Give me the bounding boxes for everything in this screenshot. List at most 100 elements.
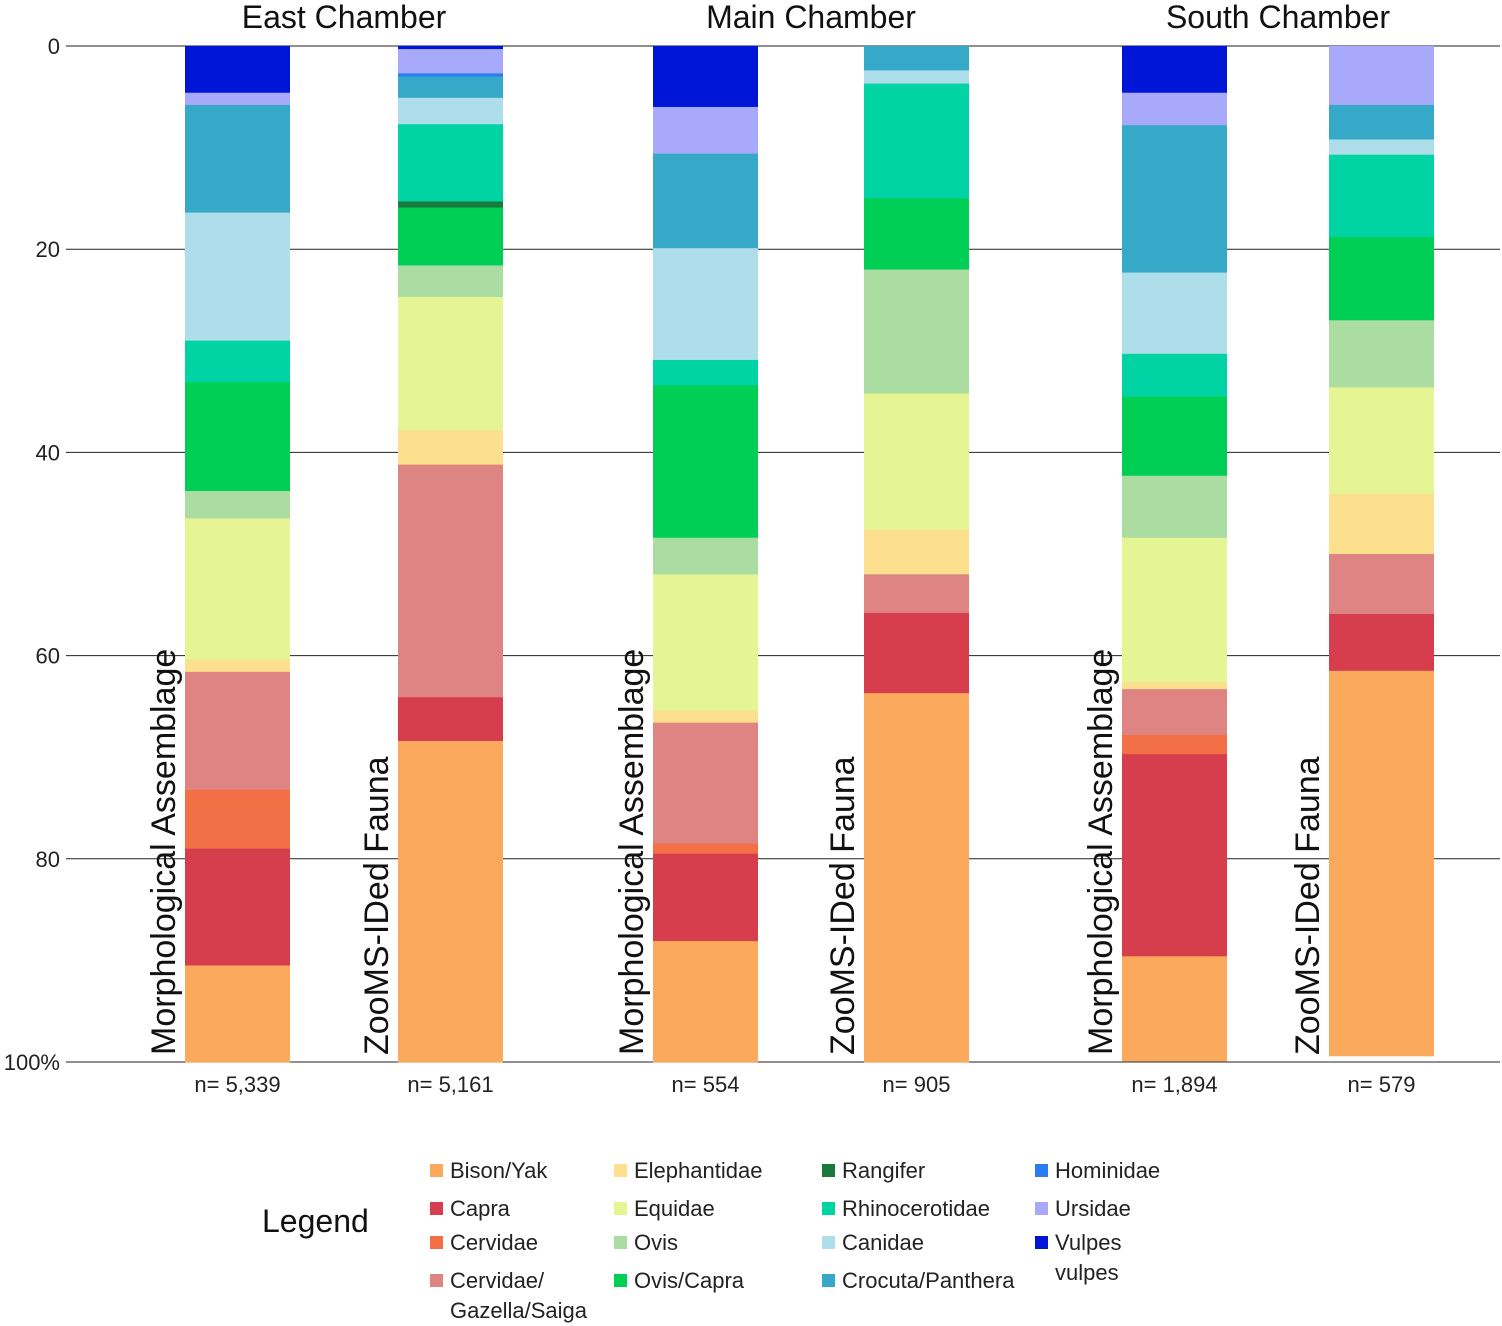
bar-segment	[1329, 237, 1434, 321]
bar-n-count: n= 1,894	[1131, 1072, 1217, 1097]
bar-segment	[185, 518, 290, 661]
bar-label: ZooMS-IDed Fauna	[358, 756, 396, 1055]
bar-segment	[398, 265, 503, 298]
bar-segment	[864, 46, 969, 71]
bar-label: Morphological Assemblage	[613, 649, 651, 1055]
bar-segment	[1122, 396, 1227, 477]
bar-segment	[653, 710, 758, 724]
legend-item: Vulpes vulpes	[1035, 1228, 1121, 1288]
legend-swatch	[430, 1164, 443, 1177]
bar-segment	[864, 693, 969, 1063]
legend-swatch	[822, 1236, 835, 1249]
legend-item: Equidae	[614, 1194, 715, 1224]
bar-segment	[1122, 956, 1227, 1062]
legend-swatch	[430, 1236, 443, 1249]
bar-segment	[653, 853, 758, 942]
y-tick-label: 100%	[4, 1050, 60, 1075]
bar-segment	[398, 73, 503, 77]
legend-item: Elephantidae	[614, 1156, 762, 1186]
legend-swatch	[430, 1202, 443, 1215]
legend-label: Rangifer	[842, 1158, 926, 1183]
legend-label: Ursidae	[1055, 1196, 1131, 1221]
legend-item: Bison/Yak	[430, 1156, 547, 1186]
y-tick-label: 20	[36, 237, 60, 262]
legend-swatch	[614, 1236, 627, 1249]
bar-n-count: n= 5,339	[194, 1072, 280, 1097]
bar-segment	[1329, 320, 1434, 388]
bar-segment	[398, 740, 503, 1063]
bar-segment	[864, 83, 969, 199]
legend-swatch	[1035, 1236, 1048, 1249]
bar-segment	[1329, 554, 1434, 615]
bar-segment	[653, 537, 758, 575]
bar-segment	[398, 76, 503, 99]
legend-label: Capra	[450, 1196, 510, 1221]
bar-segment	[185, 659, 290, 673]
bar-segment	[653, 153, 758, 249]
bar-segment	[398, 124, 503, 202]
bar-segment	[1122, 754, 1227, 957]
bar-segment	[185, 92, 290, 106]
bar-segment	[398, 49, 503, 74]
bar-segment	[1329, 154, 1434, 238]
legend-swatch	[1035, 1164, 1048, 1177]
legend-item: Ovis/Capra	[614, 1266, 744, 1296]
legend-item: Cervidae/ Gazella/Saiga	[430, 1266, 587, 1326]
bar-segment	[864, 574, 969, 614]
bar-segment	[1122, 689, 1227, 736]
bar-n-count: n= 579	[1348, 1072, 1416, 1097]
legend-swatch	[614, 1164, 627, 1177]
bar-segment	[398, 697, 503, 742]
bar-segment	[185, 104, 290, 214]
bar-segment	[185, 382, 290, 492]
bar-segment	[1329, 387, 1434, 495]
bar-segment	[398, 296, 503, 431]
bar-n-count: n= 554	[672, 1072, 740, 1097]
bar-segment	[398, 430, 503, 465]
group-title: East Chamber	[242, 0, 447, 35]
legend-swatch	[430, 1274, 443, 1287]
legend-item: Capra	[430, 1194, 510, 1224]
legend-item: Canidae	[822, 1228, 924, 1258]
bar-segment	[653, 385, 758, 539]
bar-segment	[1329, 139, 1434, 156]
bar-segment	[185, 965, 290, 1063]
group-title: South Chamber	[1166, 0, 1390, 35]
bar-segment	[864, 198, 969, 270]
bar-segment	[185, 848, 290, 966]
stacked-bar-chart: 0 20 40 60 80 100% Morphological Assemblage n= …	[4, 0, 1500, 1097]
bar-segment	[1329, 46, 1434, 106]
bar-segment	[1122, 272, 1227, 355]
legend-swatch	[614, 1202, 627, 1215]
legend-label: Rhinocerotidae	[842, 1196, 990, 1221]
legend-label: Elephantidae	[634, 1158, 763, 1183]
legend-label: Cervidae	[450, 1230, 539, 1255]
bar-segment	[1329, 494, 1434, 555]
bar-segment	[185, 789, 290, 850]
legend-item: Ursidae	[1035, 1194, 1131, 1224]
bar-segment	[185, 491, 290, 519]
bar-segment	[1329, 104, 1434, 140]
legend-label: Bison/Yak	[450, 1158, 548, 1183]
legend-item: Rangifer	[822, 1156, 925, 1186]
bar-segment	[653, 359, 758, 386]
bar-segment	[653, 843, 758, 855]
bar-segment	[864, 529, 969, 575]
bar-segment	[398, 464, 503, 698]
bar-n-count: n= 905	[883, 1072, 951, 1097]
group-title: Main Chamber	[706, 0, 916, 35]
legend-label: Crocuta/Panthera	[842, 1268, 1015, 1293]
legend-label: Canidae	[842, 1230, 924, 1255]
bar-segment	[1329, 670, 1434, 1057]
legend-label: Cervidae/ Gazella/Saiga	[450, 1268, 587, 1323]
y-tick-label: 40	[36, 440, 60, 465]
bar-segment	[185, 46, 290, 94]
bar-segment	[653, 941, 758, 1063]
bar-label: ZooMS-IDed Fauna	[824, 756, 862, 1055]
bar-segment	[1122, 92, 1227, 126]
bar-label: ZooMS-IDed Fauna	[1289, 756, 1327, 1055]
bar-segment	[653, 46, 758, 108]
legend-swatch	[822, 1202, 835, 1215]
bar-label: Morphological Assemblage	[1082, 649, 1120, 1055]
bar-segment	[185, 340, 290, 383]
